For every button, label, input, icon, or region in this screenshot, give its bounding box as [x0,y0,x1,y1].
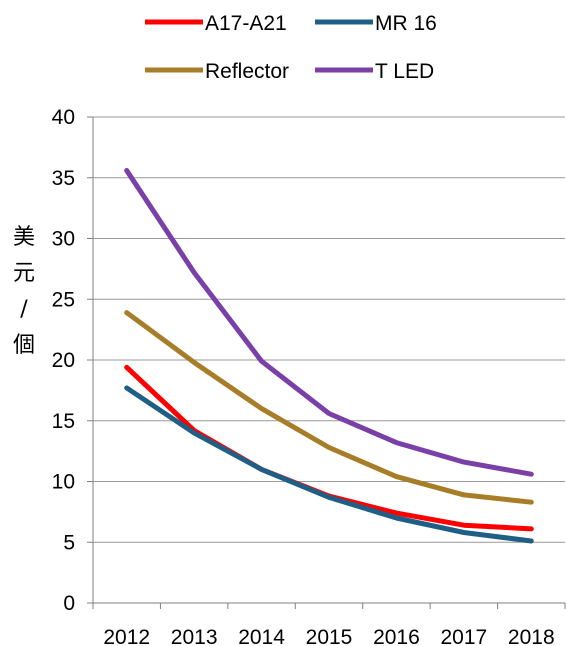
x-tick-label: 2012 [103,626,150,646]
y-tick-label: 40 [52,106,75,129]
x-tick-label: 2015 [306,626,353,646]
series-line-reflector [124,310,534,505]
x-tick-label: 2018 [508,626,555,646]
axes [87,116,566,609]
legend-label-mr-16: MR 16 [375,12,437,35]
legend-label-reflector: Reflector [205,60,289,83]
y-axis-label: 美元 / 個 [13,225,35,358]
x-tick-label: 2017 [440,626,487,646]
gridlines [93,116,565,543]
legend-label-a17-a21: A17-A21 [205,12,287,35]
y-tick-label: 20 [52,349,75,372]
series-lines [124,168,534,544]
y-axis-label-char: 美 [13,225,35,250]
x-tick-labels: 2012 2013 2014 2015 2016 2017 2018 [103,626,554,646]
y-tick-label: 0 [63,592,75,615]
legend: A17-A21 MR 16 Reflector T LED [145,12,437,83]
x-tick-label: 2016 [373,626,420,646]
y-tick-label: 15 [52,410,75,433]
y-axis-label-char: 元 [13,261,35,286]
y-tick-label: 30 [52,228,75,251]
series-line-t-led [124,168,534,477]
y-tick-label: 10 [52,471,75,494]
x-tick-label: 2014 [238,626,285,646]
y-tick-label: 35 [52,167,75,190]
y-tick-label: 5 [63,531,75,554]
legend-label-t-led: T LED [375,60,434,83]
series-line-mr-16 [124,385,534,544]
y-axis-label-char: 個 [13,333,35,358]
x-tick-label: 2013 [171,626,218,646]
y-tick-label: 25 [52,288,75,311]
y-tick-labels: 0 5 10 15 20 25 30 35 40 [52,106,75,615]
y-axis-label-char: / [20,297,28,322]
